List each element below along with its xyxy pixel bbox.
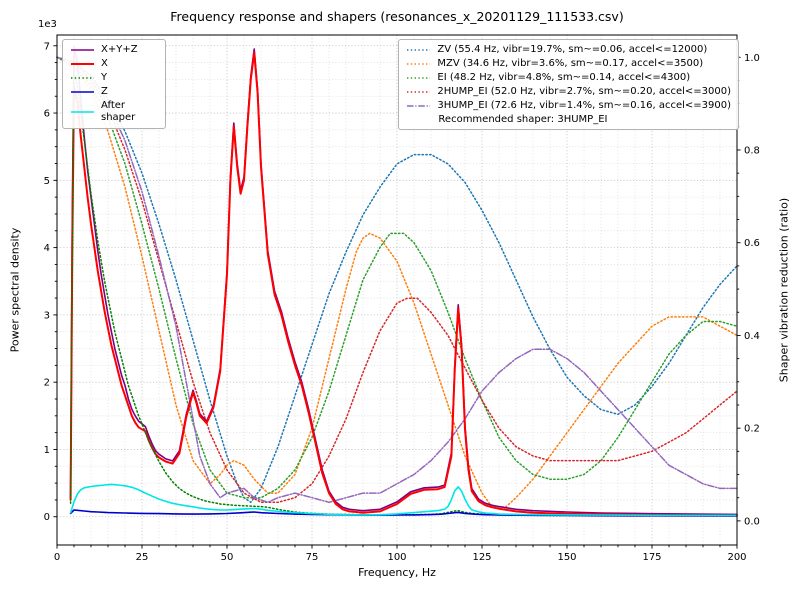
series-psd-z: [69, 509, 738, 517]
svg-text:75: 75: [306, 552, 319, 563]
line-sample-icon: [71, 63, 94, 65]
legend-label: 3HUMP_EI (72.6 Hz, vibr=1.4%, sm~=0.16, …: [437, 100, 731, 111]
legend-label: X+Y+Z: [101, 44, 138, 55]
major-grid: [56, 35, 738, 545]
svg-text:1: 1: [44, 445, 50, 456]
line-sample-icon: [71, 111, 94, 113]
svg-text:1.0: 1.0: [744, 53, 760, 64]
legend-item-psd-z: Z: [70, 86, 158, 98]
legend-item-psd-sum: X+Y+Z: [70, 44, 158, 56]
svg-text:6: 6: [44, 109, 50, 120]
legend-label: Z: [101, 86, 108, 97]
legend-label: X: [101, 58, 108, 69]
legend-item-psd-x: X: [70, 58, 158, 70]
line-sample-icon: [407, 91, 431, 93]
svg-text:200: 200: [727, 552, 746, 563]
recommended-shaper-note: Recommended shaper: 3HUMP_EI: [438, 114, 608, 125]
series-shaper-3hump-ei: [56, 56, 738, 504]
line-sample-icon: [71, 49, 94, 51]
y-axis-offset-text: 1e3: [38, 19, 57, 30]
svg-text:0: 0: [54, 552, 60, 563]
svg-text:7: 7: [44, 41, 50, 52]
svg-text:2: 2: [44, 378, 50, 389]
series-shaper-2hump-ei: [56, 56, 738, 504]
series-shaper-zv: [56, 56, 738, 504]
legend-label: ZV (55.4 Hz, vibr=19.7%, sm~=0.06, accel…: [437, 44, 708, 55]
svg-text:50: 50: [221, 552, 234, 563]
y-axis-left-label: Power spectral density: [8, 227, 22, 353]
svg-text:25: 25: [136, 552, 149, 563]
legend-label: EI (48.2 Hz, vibr=4.8%, sm~=0.14, accel<…: [437, 72, 691, 83]
series-psd-x: [69, 51, 738, 517]
chart-title: Frequency response and shapers (resonanc…: [170, 9, 624, 24]
shaper-legend: ZV (55.4 Hz, vibr=19.7%, sm~=0.06, accel…: [398, 39, 739, 130]
svg-text:5: 5: [44, 176, 50, 187]
svg-text:0.2: 0.2: [744, 424, 760, 435]
series-psd-after-shaper: [69, 483, 738, 517]
legend-item-shaper-mzv: MZV (34.6 Hz, vibr=3.6%, sm~=0.17, accel…: [406, 58, 731, 70]
svg-text:0: 0: [44, 512, 50, 523]
legend-item-psd-y: Y: [70, 72, 158, 84]
legend-label: MZV (34.6 Hz, vibr=3.6%, sm~=0.17, accel…: [437, 58, 704, 69]
line-sample-icon: [407, 49, 431, 51]
tick-marks: [53, 45, 741, 549]
x-axis-label: Frequency, Hz: [358, 566, 436, 579]
legend-item-shaper-2hump-ei: 2HUMP_EI (52.0 Hz, vibr=2.7%, sm~=0.20, …: [406, 86, 731, 98]
series-shaper-mzv: [56, 56, 738, 508]
legend-item-shaper-zv: ZV (55.4 Hz, vibr=19.7%, sm~=0.06, accel…: [406, 44, 731, 56]
line-sample-icon: [71, 91, 94, 93]
svg-text:175: 175: [642, 552, 661, 563]
legend-label: After shaper: [101, 100, 136, 123]
svg-text:125: 125: [472, 552, 491, 563]
legend-item-psd-after-shaper: After shaper: [70, 100, 158, 124]
svg-text:0.8: 0.8: [744, 145, 760, 156]
series-psd-y: [69, 71, 738, 517]
line-sample-icon: [407, 63, 431, 65]
legend-item-shaper-3hump-ei: 3HUMP_EI (72.6 Hz, vibr=1.4%, sm~=0.16, …: [406, 100, 731, 112]
svg-text:4: 4: [44, 243, 50, 254]
svg-text:0.0: 0.0: [744, 516, 760, 527]
psd-legend: X+Y+Z X Y Z After shaper: [62, 39, 166, 129]
svg-text:150: 150: [557, 552, 576, 563]
svg-text:3: 3: [44, 310, 50, 321]
y-axis-right-label: Shaper vibration reduction (ratio): [777, 197, 791, 383]
series-shaper-ei: [56, 56, 738, 499]
legend-label: Y: [101, 72, 108, 83]
legend-label: 2HUMP_EI (52.0 Hz, vibr=2.7%, sm~=0.20, …: [437, 86, 731, 97]
legend-item-shaper-ei: EI (48.2 Hz, vibr=4.8%, sm~=0.14, accel<…: [406, 72, 731, 84]
svg-text:100: 100: [387, 552, 406, 563]
line-sample-icon: [407, 105, 431, 107]
svg-text:0.4: 0.4: [744, 331, 760, 342]
line-sample-icon: [407, 77, 431, 79]
line-sample-icon: [71, 77, 94, 79]
svg-text:0.6: 0.6: [744, 238, 760, 249]
tick-labels: 0 25 50 75 100 125 150 175 200 0 1 2 3 4 5 6 7 0.0 0.2 0.4 0…: [44, 41, 760, 563]
